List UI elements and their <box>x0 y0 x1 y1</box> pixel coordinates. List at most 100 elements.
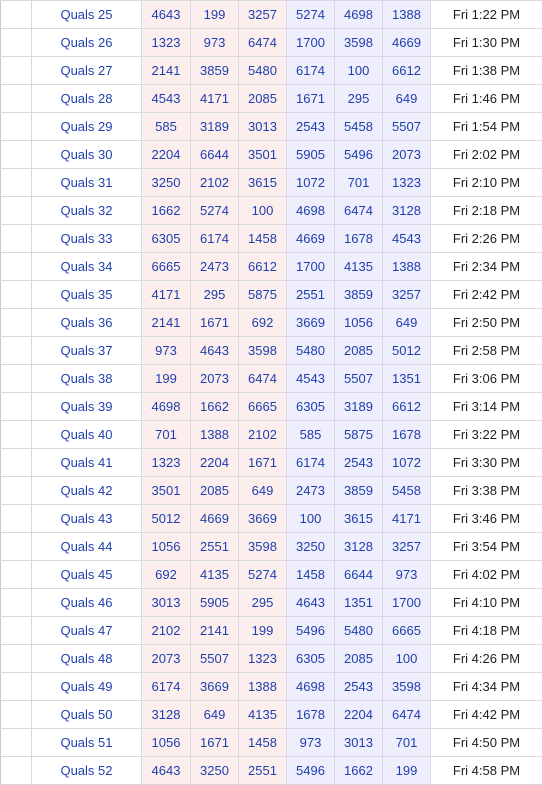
blue-team-link[interactable]: 2543 <box>287 113 335 141</box>
blue-team-link[interactable]: 3189 <box>335 393 383 421</box>
red-team-link[interactable]: 6174 <box>191 225 239 253</box>
red-team-link[interactable]: 1388 <box>239 673 287 701</box>
red-team-link[interactable]: 3501 <box>142 477 191 505</box>
blue-team-link[interactable]: 100 <box>335 57 383 85</box>
red-team-link[interactable]: 2102 <box>142 617 191 645</box>
red-team-link[interactable]: 1458 <box>239 225 287 253</box>
match-link[interactable]: Quals 31 <box>32 169 142 197</box>
red-team-link[interactable]: 1323 <box>142 29 191 57</box>
red-team-link[interactable]: 1671 <box>191 729 239 757</box>
red-team-link[interactable]: 2551 <box>191 533 239 561</box>
blue-team-link[interactable]: 100 <box>383 645 431 673</box>
red-team-link[interactable]: 1458 <box>239 729 287 757</box>
red-team-link[interactable]: 6665 <box>142 253 191 281</box>
red-team-link[interactable]: 3250 <box>142 169 191 197</box>
blue-team-link[interactable]: 5012 <box>383 337 431 365</box>
blue-team-link[interactable]: 1700 <box>287 29 335 57</box>
blue-team-link[interactable]: 5274 <box>287 1 335 29</box>
blue-team-link[interactable]: 5480 <box>287 337 335 365</box>
red-team-link[interactable]: 1388 <box>191 421 239 449</box>
blue-team-link[interactable]: 3615 <box>335 505 383 533</box>
blue-team-link[interactable]: 585 <box>287 421 335 449</box>
match-link[interactable]: Quals 35 <box>32 281 142 309</box>
blue-team-link[interactable]: 1678 <box>383 421 431 449</box>
blue-team-link[interactable]: 5480 <box>335 617 383 645</box>
red-team-link[interactable]: 2102 <box>191 169 239 197</box>
blue-team-link[interactable]: 701 <box>335 169 383 197</box>
red-team-link[interactable]: 6305 <box>142 225 191 253</box>
red-team-link[interactable]: 5274 <box>239 561 287 589</box>
match-link[interactable]: Quals 40 <box>32 421 142 449</box>
red-team-link[interactable]: 6474 <box>239 29 287 57</box>
match-link[interactable]: Quals 38 <box>32 365 142 393</box>
blue-team-link[interactable]: 5507 <box>335 365 383 393</box>
blue-team-link[interactable]: 6174 <box>287 57 335 85</box>
blue-team-link[interactable]: 1671 <box>287 85 335 113</box>
blue-team-link[interactable]: 5507 <box>383 113 431 141</box>
red-team-link[interactable]: 1671 <box>239 449 287 477</box>
blue-team-link[interactable]: 199 <box>383 757 431 785</box>
match-link[interactable]: Quals 45 <box>32 561 142 589</box>
red-team-link[interactable]: 3669 <box>191 673 239 701</box>
match-link[interactable]: Quals 27 <box>32 57 142 85</box>
match-link[interactable]: Quals 41 <box>32 449 142 477</box>
red-team-link[interactable]: 1323 <box>142 449 191 477</box>
red-team-link[interactable]: 2551 <box>239 757 287 785</box>
blue-team-link[interactable]: 100 <box>287 505 335 533</box>
blue-team-link[interactable]: 6644 <box>335 561 383 589</box>
blue-team-link[interactable]: 1351 <box>383 365 431 393</box>
blue-team-link[interactable]: 973 <box>383 561 431 589</box>
blue-team-link[interactable]: 3598 <box>383 673 431 701</box>
match-link[interactable]: Quals 33 <box>32 225 142 253</box>
blue-team-link[interactable]: 1072 <box>383 449 431 477</box>
blue-team-link[interactable]: 6474 <box>335 197 383 225</box>
red-team-link[interactable]: 295 <box>239 589 287 617</box>
blue-team-link[interactable]: 5458 <box>383 477 431 505</box>
match-link[interactable]: Quals 34 <box>32 253 142 281</box>
match-link[interactable]: Quals 36 <box>32 309 142 337</box>
red-team-link[interactable]: 3669 <box>239 505 287 533</box>
red-team-link[interactable]: 100 <box>239 197 287 225</box>
red-team-link[interactable]: 4643 <box>142 1 191 29</box>
blue-team-link[interactable]: 3257 <box>383 281 431 309</box>
match-link[interactable]: Quals 44 <box>32 533 142 561</box>
red-team-link[interactable]: 295 <box>191 281 239 309</box>
blue-team-link[interactable]: 1323 <box>383 169 431 197</box>
red-team-link[interactable]: 973 <box>191 29 239 57</box>
red-team-link[interactable]: 1056 <box>142 533 191 561</box>
blue-team-link[interactable]: 3128 <box>383 197 431 225</box>
blue-team-link[interactable]: 4643 <box>287 589 335 617</box>
blue-team-link[interactable]: 2085 <box>335 645 383 673</box>
blue-team-link[interactable]: 1662 <box>335 757 383 785</box>
red-team-link[interactable]: 2204 <box>191 449 239 477</box>
blue-team-link[interactable]: 1700 <box>383 589 431 617</box>
match-link[interactable]: Quals 37 <box>32 337 142 365</box>
match-link[interactable]: Quals 39 <box>32 393 142 421</box>
blue-team-link[interactable]: 4543 <box>383 225 431 253</box>
blue-team-link[interactable]: 1678 <box>287 701 335 729</box>
red-team-link[interactable]: 3013 <box>239 113 287 141</box>
red-team-link[interactable]: 2085 <box>191 477 239 505</box>
red-team-link[interactable]: 4543 <box>142 85 191 113</box>
red-team-link[interactable]: 585 <box>142 113 191 141</box>
blue-team-link[interactable]: 5496 <box>287 617 335 645</box>
match-link[interactable]: Quals 52 <box>32 757 142 785</box>
blue-team-link[interactable]: 4698 <box>287 197 335 225</box>
match-link[interactable]: Quals 26 <box>32 29 142 57</box>
red-team-link[interactable]: 6174 <box>142 673 191 701</box>
red-team-link[interactable]: 3128 <box>142 701 191 729</box>
match-link[interactable]: Quals 49 <box>32 673 142 701</box>
blue-team-link[interactable]: 649 <box>383 309 431 337</box>
blue-team-link[interactable]: 2204 <box>335 701 383 729</box>
blue-team-link[interactable]: 5496 <box>287 757 335 785</box>
blue-team-link[interactable]: 2073 <box>383 141 431 169</box>
blue-team-link[interactable]: 4543 <box>287 365 335 393</box>
blue-team-link[interactable]: 3013 <box>335 729 383 757</box>
match-link[interactable]: Quals 43 <box>32 505 142 533</box>
red-team-link[interactable]: 973 <box>142 337 191 365</box>
red-team-link[interactable]: 1662 <box>142 197 191 225</box>
blue-team-link[interactable]: 2085 <box>335 337 383 365</box>
blue-team-link[interactable]: 6305 <box>287 645 335 673</box>
red-team-link[interactable]: 2473 <box>191 253 239 281</box>
match-link[interactable]: Quals 46 <box>32 589 142 617</box>
